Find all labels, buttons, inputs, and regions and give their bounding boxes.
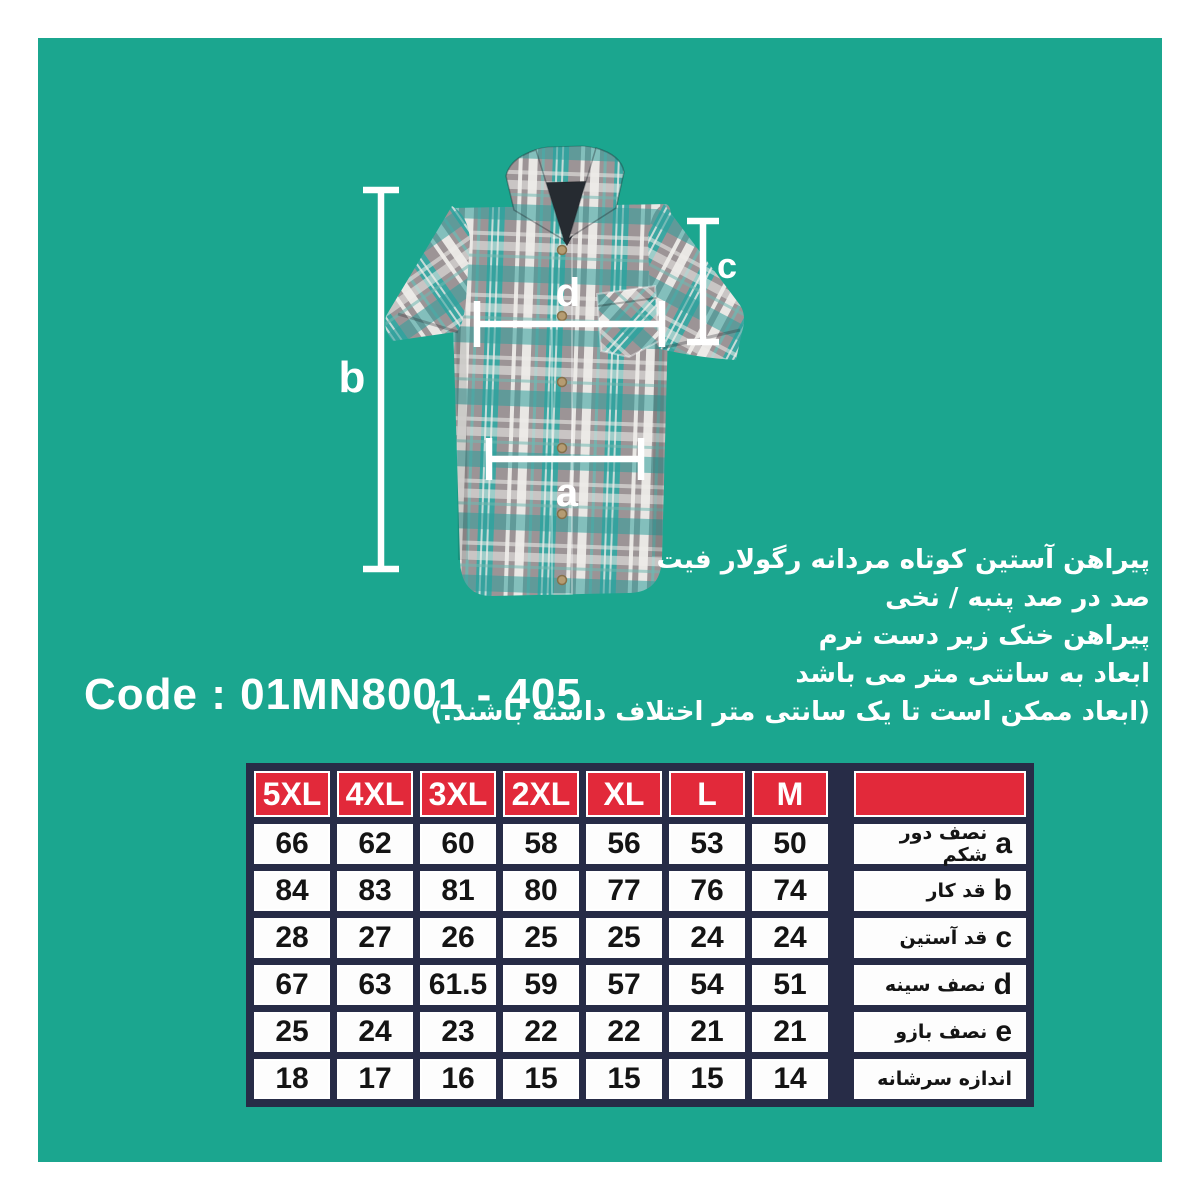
size-value-cell: 21 bbox=[752, 1012, 828, 1052]
size-value-cell: 58 bbox=[503, 824, 579, 864]
size-value-cell: 54 bbox=[669, 965, 745, 1005]
row-label-header bbox=[854, 771, 1026, 817]
size-value-cell: 17 bbox=[337, 1059, 413, 1099]
row-label-cell: نصف دور شکم a bbox=[854, 822, 1026, 866]
row-label-cell: قد کار b bbox=[854, 871, 1026, 911]
size-value-cell: 25 bbox=[503, 918, 579, 958]
size-column-header-m: M bbox=[752, 771, 828, 817]
size-value-cell: 24 bbox=[337, 1012, 413, 1052]
measurement-letter: d bbox=[993, 968, 1012, 1001]
size-value-cell: 57 bbox=[586, 965, 662, 1005]
description-line-4: ابعاد به سانتی متر می باشد bbox=[795, 659, 1150, 689]
size-value-cell: 63 bbox=[337, 965, 413, 1005]
size-value-cell: 77 bbox=[586, 871, 662, 911]
table-spacer bbox=[835, 871, 847, 911]
size-column-header-3xl: 3XL bbox=[420, 771, 496, 817]
measure-letter-a: a bbox=[556, 471, 579, 515]
size-value-cell: 67 bbox=[254, 965, 330, 1005]
description-line-1: پیراهن آستین کوتاه مردانه رگولار فیت bbox=[656, 545, 1150, 575]
size-value-cell: 50 bbox=[752, 824, 828, 864]
measure-letter-b: b bbox=[339, 353, 366, 402]
measure-letter-d: d bbox=[556, 271, 580, 315]
table-spacer bbox=[835, 1012, 847, 1052]
shirt-measurement-diagram: b d a c bbox=[339, 145, 745, 596]
table-spacer bbox=[835, 771, 847, 817]
size-column-header-4xl: 4XL bbox=[337, 771, 413, 817]
size-value-cell: 27 bbox=[337, 918, 413, 958]
product-code: Code : 01MN8001 - 405 bbox=[84, 670, 582, 719]
measurement-label: نصف دور شکم bbox=[899, 822, 988, 866]
size-value-cell: 28 bbox=[254, 918, 330, 958]
size-table: 5XL 4XL 3XL 2XL XL L M 66 62 60 58 56 53 50 نصف دور شک… bbox=[246, 763, 1034, 1107]
product-description: پیراهن آستین کوتاه مردانه رگولار فیت صد د… bbox=[430, 541, 1150, 731]
row-label-cell: قد آستین c bbox=[854, 918, 1026, 958]
size-value-cell: 14 bbox=[752, 1059, 828, 1099]
size-value-cell: 24 bbox=[669, 918, 745, 958]
table-spacer bbox=[835, 918, 847, 958]
size-value-cell: 83 bbox=[337, 871, 413, 911]
measurement-letter: c bbox=[995, 921, 1012, 954]
size-value-cell: 15 bbox=[669, 1059, 745, 1099]
size-value-cell: 21 bbox=[669, 1012, 745, 1052]
size-value-cell: 81 bbox=[420, 871, 496, 911]
description-line-5: (ابعاد ممکن است تا یک سانتی متر اختلاف د… bbox=[430, 697, 1150, 727]
size-value-cell: 23 bbox=[420, 1012, 496, 1052]
row-label-cell: نصف سینه d bbox=[854, 965, 1026, 1005]
table-spacer bbox=[835, 965, 847, 1005]
table-spacer bbox=[835, 824, 847, 864]
size-value-cell: 61.5 bbox=[420, 965, 496, 1005]
measurement-letter: b bbox=[993, 874, 1012, 907]
size-value-cell: 22 bbox=[586, 1012, 662, 1052]
shirt-graphic bbox=[385, 145, 745, 596]
measurement-label: قد آستین bbox=[899, 927, 988, 949]
size-value-cell: 25 bbox=[586, 918, 662, 958]
row-label-cell: اندازه سرشانه bbox=[854, 1059, 1026, 1099]
description-line-3: پیراهن خنک زیر دست نرم bbox=[818, 621, 1150, 651]
row-label-cell: نصف بازو e bbox=[854, 1012, 1026, 1052]
size-value-cell: 59 bbox=[503, 965, 579, 1005]
size-value-cell: 18 bbox=[254, 1059, 330, 1099]
size-value-cell: 66 bbox=[254, 824, 330, 864]
size-value-cell: 22 bbox=[503, 1012, 579, 1052]
size-column-header-2xl: 2XL bbox=[503, 771, 579, 817]
size-value-cell: 51 bbox=[752, 965, 828, 1005]
size-column-header-xl: XL bbox=[586, 771, 662, 817]
measurement-label: قد کار bbox=[926, 880, 986, 902]
size-value-cell: 76 bbox=[669, 871, 745, 911]
measurement-letter: a bbox=[995, 827, 1012, 860]
measurement-letter: e bbox=[995, 1015, 1012, 1048]
size-value-cell: 56 bbox=[586, 824, 662, 864]
description-line-2: صد در صد پنبه / نخی bbox=[885, 583, 1150, 613]
size-value-cell: 26 bbox=[420, 918, 496, 958]
size-value-cell: 84 bbox=[254, 871, 330, 911]
measure-letter-c: c bbox=[717, 245, 737, 286]
measurement-label: نصف سینه bbox=[884, 974, 986, 996]
size-value-cell: 80 bbox=[503, 871, 579, 911]
table-spacer bbox=[835, 1059, 847, 1099]
measurement-label: نصف بازو bbox=[895, 1021, 988, 1043]
shirt-buttons bbox=[556, 244, 568, 586]
measurement-lines bbox=[363, 186, 719, 573]
size-value-cell: 16 bbox=[420, 1059, 496, 1099]
size-value-cell: 60 bbox=[420, 824, 496, 864]
size-value-cell: 62 bbox=[337, 824, 413, 864]
size-column-header-l: L bbox=[669, 771, 745, 817]
size-value-cell: 74 bbox=[752, 871, 828, 911]
size-column-header-5xl: 5XL bbox=[254, 771, 330, 817]
size-value-cell: 15 bbox=[503, 1059, 579, 1099]
size-value-cell: 24 bbox=[752, 918, 828, 958]
size-value-cell: 15 bbox=[586, 1059, 662, 1099]
size-value-cell: 53 bbox=[669, 824, 745, 864]
measurement-label: اندازه سرشانه bbox=[877, 1068, 1012, 1090]
size-value-cell: 25 bbox=[254, 1012, 330, 1052]
